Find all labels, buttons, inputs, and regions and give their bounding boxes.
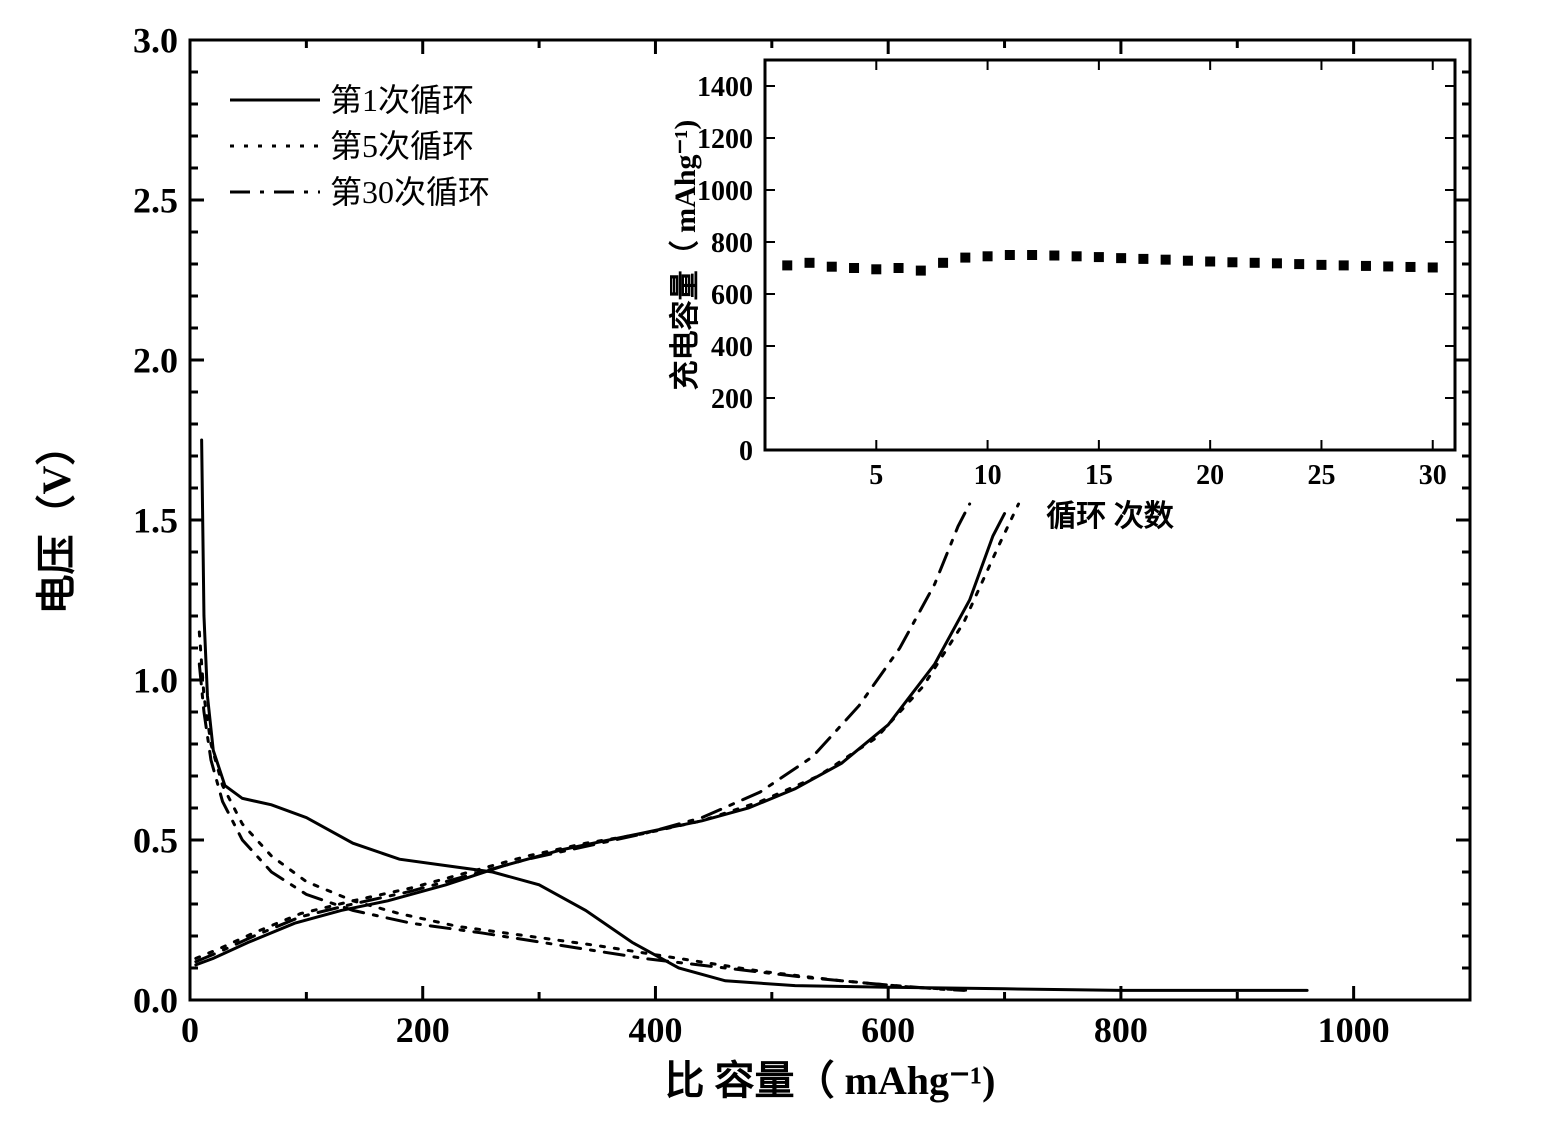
svg-text:第5次循环: 第5次循环: [330, 128, 474, 164]
svg-text:600: 600: [861, 1010, 915, 1050]
svg-text:400: 400: [628, 1010, 682, 1050]
svg-text:200: 200: [711, 384, 753, 415]
svg-text:循环 次数: 循环 次数: [1046, 500, 1174, 533]
svg-text:电压（V）: 电压（V）: [34, 426, 79, 615]
svg-text:400: 400: [711, 332, 753, 363]
svg-text:0: 0: [181, 1010, 199, 1050]
svg-text:600: 600: [711, 280, 753, 311]
svg-text:1000: 1000: [1318, 1010, 1390, 1050]
svg-text:第30次循环: 第30次循环: [330, 174, 490, 210]
chart-root: 020040060080010000.00.51.01.52.02.53.0比 …: [0, 0, 1542, 1126]
svg-text:1000: 1000: [697, 176, 753, 207]
svg-text:20: 20: [1196, 460, 1224, 491]
svg-text:0.5: 0.5: [133, 821, 178, 861]
svg-text:3.0: 3.0: [133, 21, 178, 61]
svg-text:10: 10: [974, 460, 1002, 491]
svg-text:2.0: 2.0: [133, 341, 178, 381]
svg-text:1.0: 1.0: [133, 661, 178, 701]
svg-text:比 容量（ mAhg⁻¹): 比 容量（ mAhg⁻¹): [665, 1058, 996, 1103]
svg-text:0.0: 0.0: [133, 981, 178, 1021]
svg-text:1200: 1200: [697, 124, 753, 155]
svg-text:800: 800: [1094, 1010, 1148, 1050]
svg-text:5: 5: [869, 460, 883, 491]
chart-svg: 020040060080010000.00.51.01.52.02.53.0比 …: [0, 0, 1542, 1126]
svg-text:1400: 1400: [697, 72, 753, 103]
svg-text:15: 15: [1085, 460, 1113, 491]
svg-text:0: 0: [739, 436, 753, 467]
svg-text:25: 25: [1307, 460, 1335, 491]
svg-text:800: 800: [711, 228, 753, 259]
svg-text:1.5: 1.5: [133, 501, 178, 541]
svg-text:30: 30: [1419, 460, 1447, 491]
svg-text:充电容量（ mAhg⁻¹): 充电容量（ mAhg⁻¹): [668, 120, 702, 391]
svg-text:第1次循环: 第1次循环: [330, 82, 474, 118]
svg-text:2.5: 2.5: [133, 181, 178, 221]
svg-text:200: 200: [396, 1010, 450, 1050]
